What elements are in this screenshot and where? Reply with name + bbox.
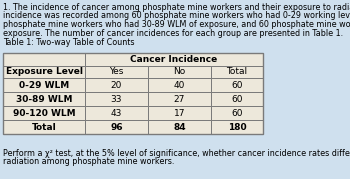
Text: 33: 33: [111, 95, 122, 103]
Text: No: No: [173, 67, 186, 76]
Text: phosphate mine workers who had 30-89 WLM of exposure, and 60 phosphate mine work: phosphate mine workers who had 30-89 WLM…: [3, 20, 350, 29]
Bar: [85, 106, 148, 120]
Text: 27: 27: [174, 95, 185, 103]
Text: 180: 180: [228, 122, 246, 132]
Bar: [85, 92, 148, 106]
Text: 0-29 WLM: 0-29 WLM: [19, 81, 69, 90]
Text: 96: 96: [110, 122, 123, 132]
Text: 30-89 WLM: 30-89 WLM: [16, 95, 72, 103]
Bar: [3, 106, 85, 120]
Bar: [211, 120, 263, 134]
Bar: [85, 53, 263, 66]
Bar: [211, 66, 263, 78]
Bar: [3, 53, 263, 134]
Bar: [148, 92, 211, 106]
Bar: [148, 120, 211, 134]
Bar: [211, 78, 263, 92]
Text: Total: Total: [226, 67, 247, 76]
Bar: [211, 106, 263, 120]
Text: exposure. The number of cancer incidences for each group are presented in Table : exposure. The number of cancer incidence…: [3, 28, 343, 37]
Text: 90-120 WLM: 90-120 WLM: [13, 108, 75, 117]
Bar: [148, 106, 211, 120]
Bar: [3, 120, 85, 134]
Bar: [211, 92, 263, 106]
Text: 1. The incidence of cancer among phosphate mine workers and their exposure to ra: 1. The incidence of cancer among phospha…: [3, 3, 350, 12]
Bar: [148, 66, 211, 78]
Bar: [85, 78, 148, 92]
Bar: [148, 78, 211, 92]
Bar: [85, 66, 148, 78]
Text: Cancer Incidence: Cancer Incidence: [130, 55, 218, 64]
Text: 20: 20: [111, 81, 122, 90]
Text: 60: 60: [231, 108, 243, 117]
Bar: [3, 92, 85, 106]
Text: Yes: Yes: [109, 67, 124, 76]
Text: radiation among phosphate mine workers.: radiation among phosphate mine workers.: [3, 158, 174, 166]
Bar: [85, 120, 148, 134]
Text: 60: 60: [231, 95, 243, 103]
Text: 40: 40: [174, 81, 185, 90]
Text: 84: 84: [173, 122, 186, 132]
Text: Table 1: Two-way Table of Counts: Table 1: Two-way Table of Counts: [3, 38, 134, 47]
Text: 60: 60: [231, 81, 243, 90]
Bar: [3, 53, 85, 66]
Text: 17: 17: [174, 108, 185, 117]
Text: 43: 43: [111, 108, 122, 117]
Text: incidence was recorded among 60 phosphate mine workers who had 0-29 working leve: incidence was recorded among 60 phosphat…: [3, 11, 350, 21]
Bar: [3, 78, 85, 92]
Text: Exposure Level: Exposure Level: [6, 67, 83, 76]
Text: Perform a χ² test, at the 5% level of significance, whether cancer incidence rat: Perform a χ² test, at the 5% level of si…: [3, 149, 350, 158]
Bar: [3, 66, 85, 78]
Text: Total: Total: [32, 122, 56, 132]
